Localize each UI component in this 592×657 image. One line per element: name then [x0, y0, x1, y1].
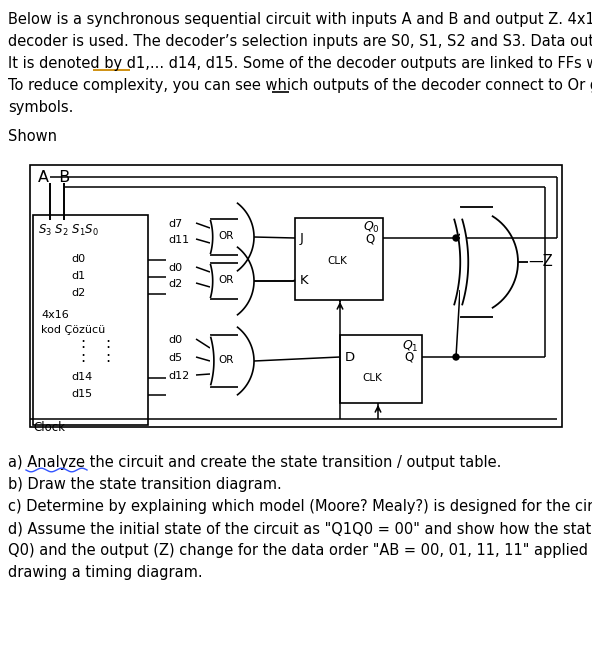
Text: a) Analyze the circuit and create the state transition / output table.: a) Analyze the circuit and create the st… — [8, 455, 501, 470]
Text: b) Draw the state transition diagram.: b) Draw the state transition diagram. — [8, 477, 282, 492]
Text: $Q_1$: $Q_1$ — [402, 339, 419, 354]
Text: Q: Q — [404, 351, 413, 364]
Bar — [340, 335, 422, 403]
Text: d1: d1 — [71, 271, 85, 281]
Text: :: : — [105, 350, 111, 365]
Text: d12: d12 — [168, 371, 189, 381]
Bar — [30, 165, 562, 427]
Text: $Q_0$: $Q_0$ — [363, 220, 380, 235]
Polygon shape — [210, 219, 213, 255]
Text: :: : — [105, 336, 111, 350]
Text: Below is a synchronous sequential circuit with inputs A and B and output Z. 4x16: Below is a synchronous sequential circui… — [8, 12, 592, 27]
Text: D: D — [345, 351, 355, 364]
Text: Clock: Clock — [33, 421, 65, 434]
Text: d7: d7 — [168, 219, 182, 229]
Text: decoder is used. The decoder’s selection inputs are S0, S1, S2 and S3. Data outp: decoder is used. The decoder’s selection… — [8, 34, 592, 49]
Text: J: J — [300, 232, 304, 245]
Text: A  B: A B — [38, 170, 70, 185]
Text: OR: OR — [218, 231, 234, 241]
Text: K: K — [300, 274, 308, 287]
Text: d0: d0 — [168, 263, 182, 273]
Polygon shape — [210, 263, 213, 299]
Polygon shape — [210, 335, 214, 387]
Text: d11: d11 — [168, 235, 189, 245]
Circle shape — [453, 235, 459, 241]
Text: CLK: CLK — [362, 373, 382, 383]
Text: :: : — [81, 350, 86, 365]
Text: d14: d14 — [71, 372, 92, 382]
Text: —Z: —Z — [528, 254, 553, 269]
Text: :: : — [81, 336, 86, 350]
Text: d2: d2 — [71, 288, 85, 298]
Text: symbols.: symbols. — [8, 100, 73, 115]
Text: d2: d2 — [168, 279, 182, 289]
Polygon shape — [460, 207, 468, 317]
Text: d0: d0 — [168, 335, 182, 345]
Text: $S_3\ S_2\ S_1S_0$: $S_3\ S_2\ S_1S_0$ — [38, 223, 99, 238]
Text: To reduce complexity, you can see which outputs of the decoder connect to Or gat: To reduce complexity, you can see which … — [8, 78, 592, 93]
Text: drawing a timing diagram.: drawing a timing diagram. — [8, 565, 202, 580]
Bar — [295, 218, 383, 300]
Text: 4x16: 4x16 — [41, 310, 69, 320]
Text: Shown: Shown — [8, 129, 57, 144]
Text: Q: Q — [365, 232, 374, 245]
Text: CLK: CLK — [327, 256, 347, 266]
Text: d) Assume the initial state of the circuit as "Q1Q0 = 00" and show how the state: d) Assume the initial state of the circu… — [8, 521, 592, 536]
Text: OR: OR — [218, 355, 234, 365]
Text: c) Determine by explaining which model (Moore? Mealy?) is designed for the circu: c) Determine by explaining which model (… — [8, 499, 592, 514]
Bar — [33, 215, 148, 425]
Text: d15: d15 — [71, 389, 92, 399]
Text: d0: d0 — [71, 254, 85, 264]
Text: kod Çözücü: kod Çözücü — [41, 325, 105, 335]
Text: It is denoted by d1,... d14, d15. Some of the decoder outputs are linked to FFs : It is denoted by d1,... d14, d15. Some o… — [8, 56, 592, 71]
Text: d5: d5 — [168, 353, 182, 363]
Text: OR: OR — [218, 275, 234, 285]
Circle shape — [453, 354, 459, 360]
Text: Q0) and the output (Z) change for the data order "AB = 00, 01, 11, 11" applied f: Q0) and the output (Z) change for the da… — [8, 543, 592, 558]
